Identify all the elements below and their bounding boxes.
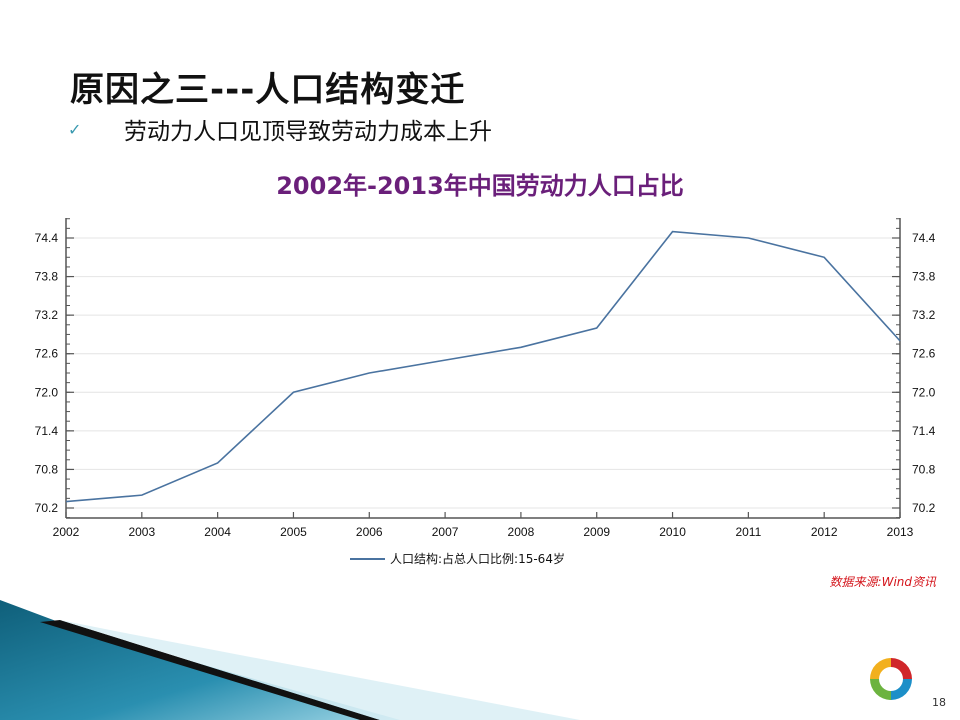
slide-title: 原因之三---人口结构变迁 xyxy=(70,70,466,110)
x-tick-label: 2005 xyxy=(280,525,307,539)
y-tick-label-right: 71.4 xyxy=(912,424,936,438)
y-tick-label-right: 72.6 xyxy=(912,347,936,361)
checkmark-icon: ✓ xyxy=(68,119,82,139)
y-tick-label-left: 70.8 xyxy=(35,462,59,476)
y-tick-label-right: 73.8 xyxy=(912,270,936,284)
x-tick-label: 2009 xyxy=(583,525,610,539)
y-tick-label-left: 72.0 xyxy=(35,385,59,399)
x-tick-label: 2010 xyxy=(659,525,686,539)
legend-label: 人口结构:占总人口比例:15-64岁 xyxy=(390,551,565,566)
decorative-swoosh xyxy=(0,600,580,720)
y-tick-label-right: 74.4 xyxy=(912,231,936,245)
page-number: 18 xyxy=(932,696,946,709)
x-tick-label: 2007 xyxy=(432,525,459,539)
y-tick-label-right: 73.2 xyxy=(912,308,936,322)
x-tick-label: 2004 xyxy=(204,525,231,539)
x-tick-label: 2013 xyxy=(887,525,914,539)
company-logo xyxy=(870,658,912,700)
series-line xyxy=(65,230,901,503)
source-note: 数据来源:Wind资讯 xyxy=(829,575,936,589)
y-tick-label-left: 71.4 xyxy=(35,424,59,438)
bullet-item: ✓ 劳动力人口见顶导致劳动力成本上升 xyxy=(68,112,492,146)
bullet-text: 劳动力人口见顶导致劳动力成本上升 xyxy=(124,119,492,145)
y-tick-label-left: 74.4 xyxy=(35,231,59,245)
x-tick-label: 2011 xyxy=(735,525,761,539)
chart-title: 2002年-2013年中国劳动力人口占比 xyxy=(276,172,684,200)
y-tick-label-right: 70.8 xyxy=(912,462,936,476)
x-tick-label: 2008 xyxy=(508,525,535,539)
x-tick-label: 2006 xyxy=(356,525,383,539)
line-chart: 70.2 70.2 70.8 70.8 71.4 71.4 72.0 72.0 72.6 72.6… xyxy=(35,218,936,566)
x-tick-label: 2002 xyxy=(53,525,80,539)
y-tick-label-left: 70.2 xyxy=(35,501,59,515)
y-tick-label-left: 73.8 xyxy=(35,270,59,284)
y-tick-label-left: 73.2 xyxy=(35,308,59,322)
y-tick-label-left: 72.6 xyxy=(35,347,59,361)
x-tick-label: 2003 xyxy=(128,525,155,539)
y-tick-label-right: 70.2 xyxy=(912,501,936,515)
x-tick-label: 2012 xyxy=(811,525,838,539)
y-tick-label-right: 72.0 xyxy=(912,385,936,399)
